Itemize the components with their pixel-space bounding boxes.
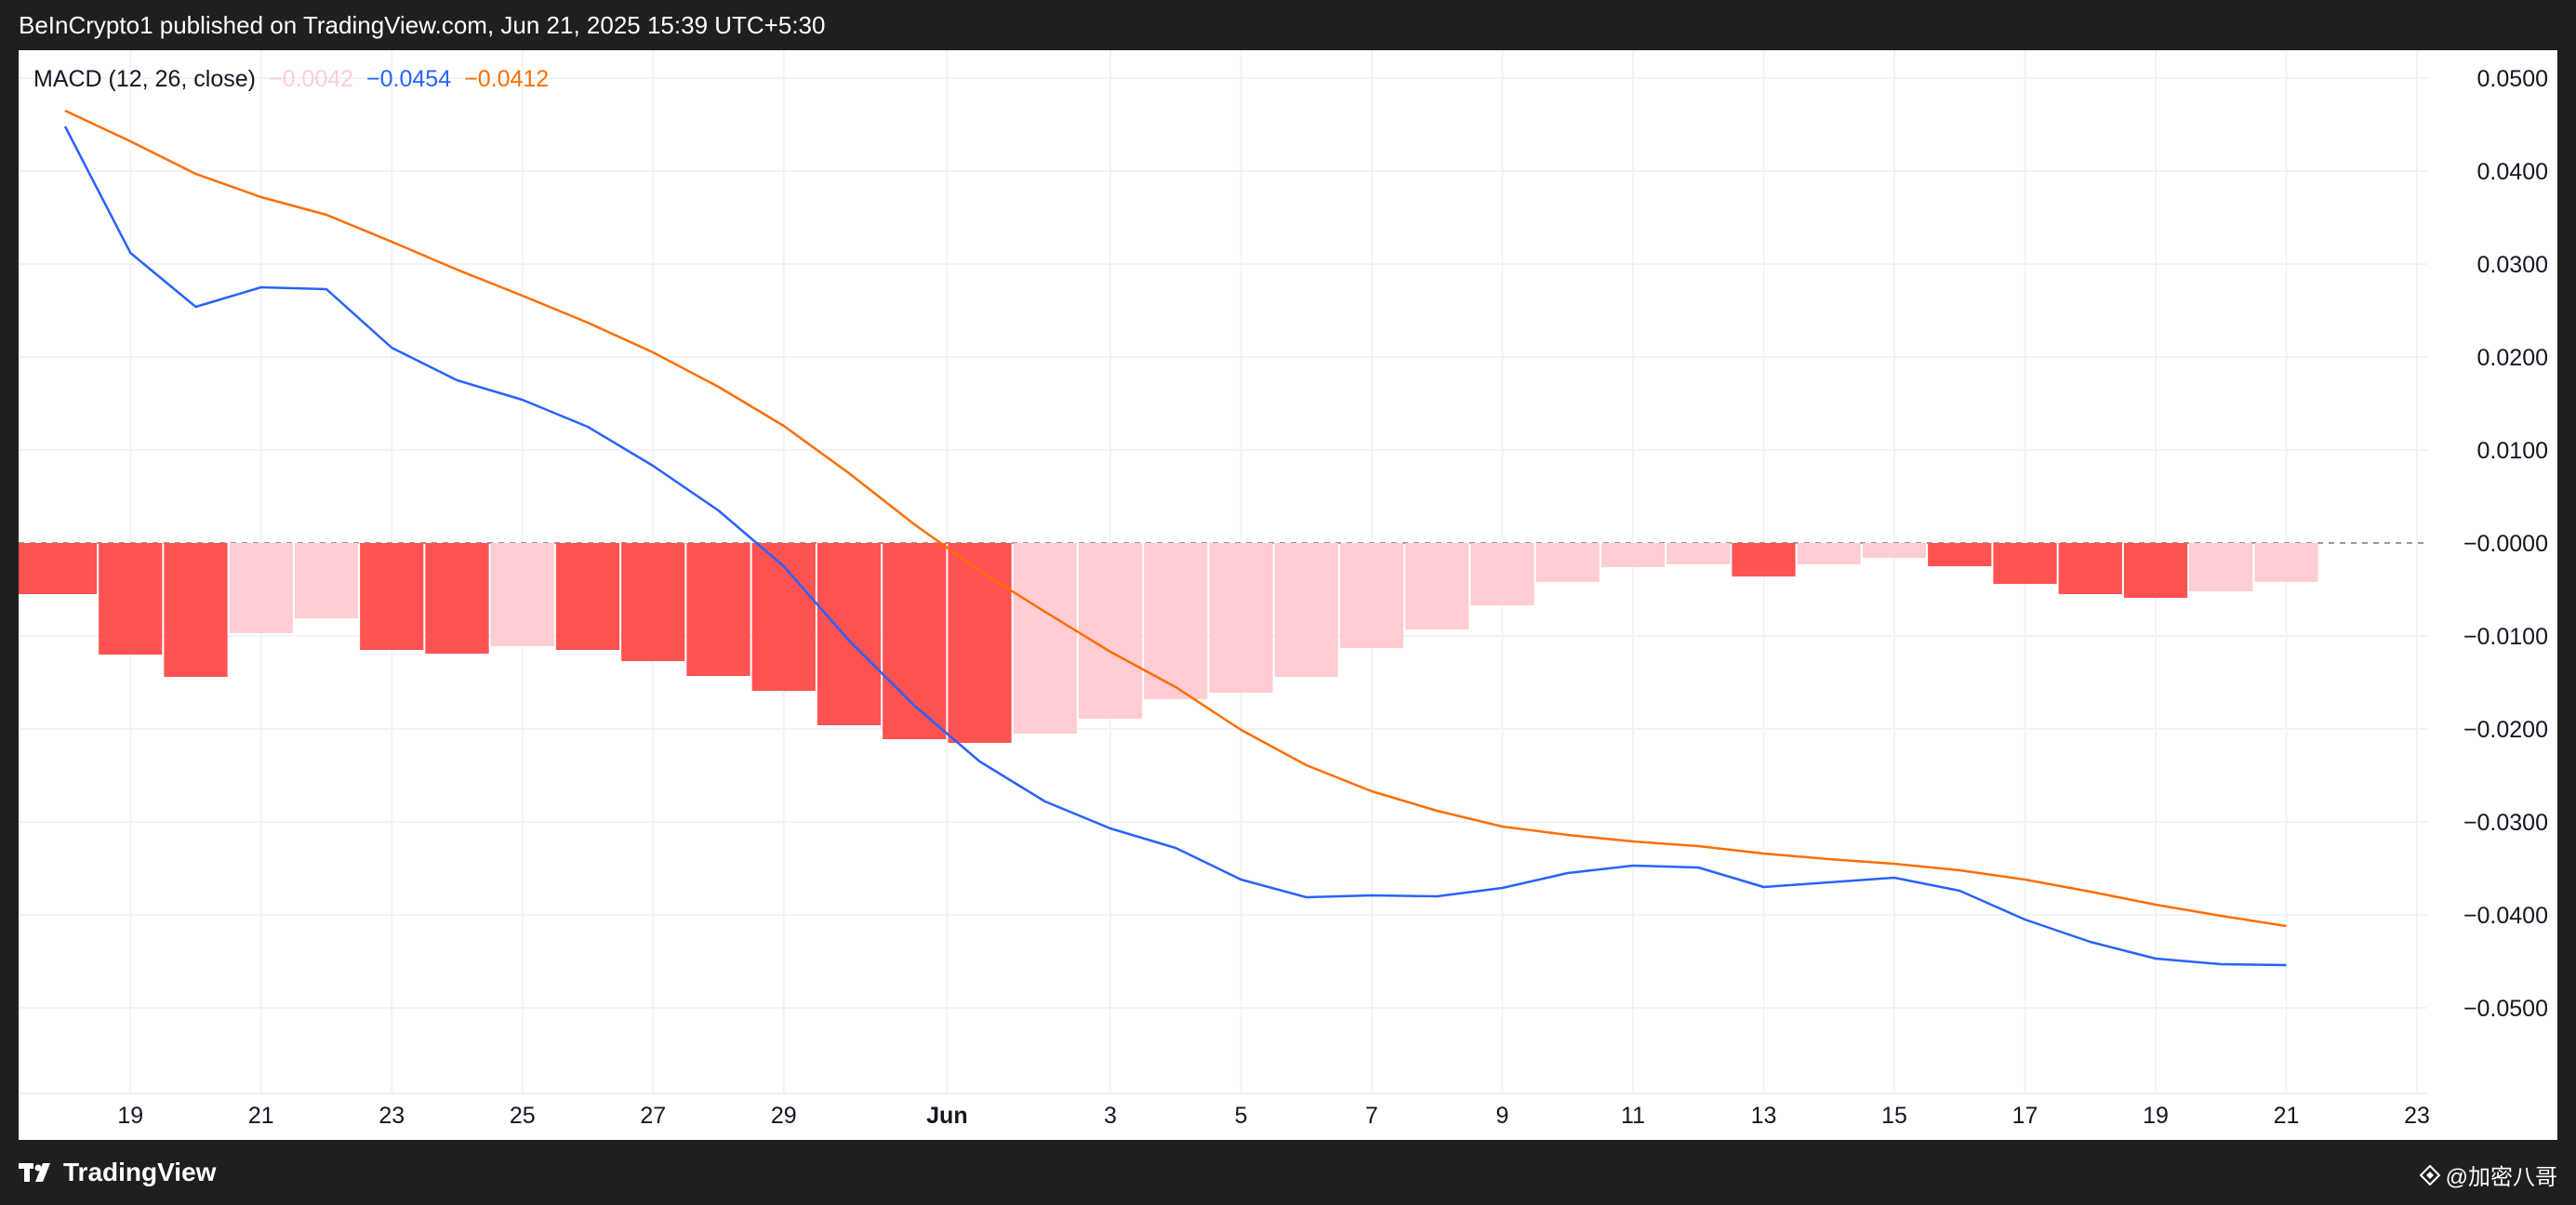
histogram-bar[interactable] [1013, 543, 1077, 734]
histogram-bar[interactable] [1274, 543, 1338, 677]
histogram-bar[interactable] [164, 543, 228, 677]
watermark: @加密八哥 [2419, 1159, 2557, 1191]
histogram-bar[interactable] [948, 543, 1012, 743]
x-tick-label: 21 [248, 1103, 274, 1129]
y-tick-label: −0.0100 [2463, 624, 2548, 650]
histogram-bar[interactable] [19, 543, 98, 594]
x-tick-label: 23 [2404, 1103, 2430, 1129]
chart-panel[interactable]: 0.0500 0.0400 0.0300 0.0200 0.0100 −0.0000 −0.… [19, 50, 2557, 1140]
y-tick-label: 0.0300 [2477, 252, 2548, 278]
x-tick-label: 13 [1751, 1103, 1777, 1129]
histogram-bar[interactable] [2058, 543, 2122, 594]
histogram-bar[interactable] [229, 543, 293, 633]
indicator-legend[interactable]: MACD (12, 26, close) −0.0042 −0.0454 −0.041… [33, 63, 549, 95]
x-tick-label: 15 [1881, 1103, 1907, 1129]
histogram-bar[interactable] [1078, 543, 1143, 719]
histogram-value: −0.0042 [268, 66, 354, 92]
y-tick-label: −0.0500 [2463, 996, 2548, 1022]
histogram-bar[interactable] [621, 543, 685, 661]
histogram-bar[interactable] [1535, 543, 1600, 582]
x-tick-label: Jun [926, 1103, 967, 1129]
macd-line[interactable] [63, 126, 2287, 967]
histogram-bar[interactable] [1209, 543, 1273, 693]
histogram-bar[interactable] [2254, 543, 2318, 582]
histogram-bar[interactable] [1144, 543, 1208, 699]
signal-value: −0.0412 [464, 66, 550, 92]
y-tick-label: 0.0200 [2477, 345, 2548, 371]
histogram-bar[interactable] [1470, 543, 1534, 605]
x-tick-label: 23 [378, 1103, 405, 1129]
histogram-bar[interactable] [2189, 543, 2253, 591]
histogram-bar[interactable] [883, 543, 947, 739]
histogram-bar[interactable] [1928, 543, 1992, 566]
x-tick-label: 17 [2012, 1103, 2038, 1129]
histogram-bar[interactable] [1339, 543, 1404, 648]
histogram-bar[interactable] [1797, 543, 1861, 564]
macd-value: −0.0454 [366, 66, 452, 92]
macd-chart[interactable]: 0.0500 0.0400 0.0300 0.0200 0.0100 −0.0000 −0.… [19, 50, 2557, 1140]
x-tick-label: 29 [771, 1103, 797, 1129]
histogram-bar[interactable] [1405, 543, 1469, 629]
histogram-bar[interactable] [1862, 543, 1927, 558]
y-tick-label: −0.0000 [2463, 531, 2548, 557]
x-tick-label: 25 [510, 1103, 536, 1129]
histogram-bar[interactable] [425, 543, 489, 654]
histogram-bar[interactable] [1732, 543, 1796, 576]
y-tick-label: 0.0100 [2477, 438, 2548, 464]
x-tick-label: 19 [2143, 1103, 2169, 1129]
footer: TradingView @加密八哥 [0, 1140, 2576, 1205]
histogram-bar[interactable] [360, 543, 424, 650]
histogram-bar[interactable] [99, 543, 163, 655]
histogram-bar[interactable] [1600, 543, 1666, 567]
indicator-label: MACD (12, 26, close) [33, 66, 256, 92]
x-tick-label: 7 [1365, 1103, 1378, 1129]
y-tick-label: 0.0500 [2477, 66, 2548, 92]
x-tick-label: 21 [2274, 1103, 2300, 1129]
x-tick-label: 3 [1104, 1103, 1117, 1129]
x-tick-label: 5 [1235, 1103, 1248, 1129]
histogram-bar[interactable] [1993, 543, 2057, 584]
tradingview-brand: TradingView [63, 1158, 217, 1186]
binance-diamond-icon [2419, 1164, 2440, 1185]
signal-line[interactable] [64, 109, 2287, 928]
x-tick-label: 27 [640, 1103, 666, 1129]
histogram-bar[interactable] [686, 543, 750, 676]
publisher-text: BeInCrypto1 published on TradingView.com… [19, 11, 826, 39]
x-tick-label: 19 [117, 1103, 143, 1129]
y-tick-label: 0.0400 [2477, 159, 2548, 185]
publisher-header: BeInCrypto1 published on TradingView.com… [0, 0, 2576, 50]
x-tick-label: 11 [1621, 1103, 1645, 1129]
histogram-bar[interactable] [490, 543, 554, 646]
histogram-bar[interactable] [2123, 543, 2188, 598]
y-tick-label: −0.0400 [2463, 903, 2548, 929]
x-tick-label: 9 [1496, 1103, 1509, 1129]
y-tick-label: −0.0200 [2463, 717, 2548, 743]
tradingview-logo[interactable]: TradingView [19, 1155, 216, 1190]
watermark-text: @加密八哥 [2445, 1165, 2557, 1190]
histogram-bar[interactable] [817, 543, 882, 725]
histogram-bar[interactable] [1666, 543, 1731, 564]
histogram-bar[interactable] [555, 543, 620, 650]
y-tick-label: −0.0300 [2463, 810, 2548, 836]
tradingview-logo-icon [19, 1163, 50, 1182]
histogram-bar[interactable] [294, 543, 359, 618]
